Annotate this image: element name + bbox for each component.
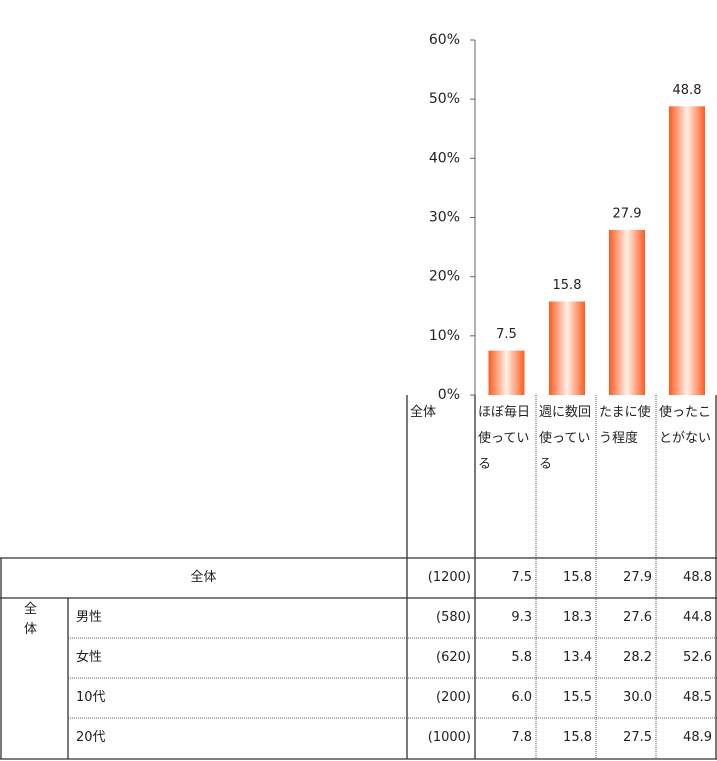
y-tick-label: 50% [429, 91, 460, 107]
sample-size: (1000) [427, 730, 471, 745]
cell-value: 28.2 [623, 650, 652, 665]
cell-value: 15.8 [563, 730, 592, 745]
cell-value: 27.9 [623, 570, 652, 585]
cell-value: 5.8 [511, 650, 532, 665]
cell-value: 48.9 [683, 730, 712, 745]
cell-value: 48.8 [683, 570, 712, 585]
cell-value: 13.4 [563, 650, 592, 665]
column-header: ほぼ毎日使っている [478, 405, 531, 472]
cell-value: 27.6 [623, 610, 652, 625]
y-tick-label: 0% [438, 387, 460, 403]
row-label: 男性 [76, 610, 103, 625]
sample-size: (580) [436, 610, 471, 625]
y-tick-label: 20% [429, 269, 460, 285]
cell-value: 30.0 [623, 690, 652, 705]
column-header: 週に数回使っている [539, 405, 592, 472]
cell-value: 15.8 [563, 570, 592, 585]
group-label: 全体 [24, 602, 38, 637]
cell-value: 52.6 [683, 650, 712, 665]
y-tick-label: 40% [429, 150, 460, 166]
sample-size: (620) [436, 650, 471, 665]
value-label: 15.8 [553, 278, 582, 293]
cell-value: 27.5 [623, 730, 652, 745]
row-label: 女性 [76, 650, 103, 665]
bar [609, 229, 645, 395]
row-label: 20代 [76, 730, 106, 745]
sample-size: (1200) [427, 570, 471, 585]
cell-value: 9.3 [511, 610, 532, 625]
column-header: 全体 [410, 405, 437, 420]
value-label: 7.5 [496, 327, 517, 342]
cell-value: 15.5 [563, 690, 592, 705]
cell-value: 44.8 [683, 610, 712, 625]
row-label: 全体 [190, 570, 217, 585]
cell-value: 6.0 [511, 690, 532, 705]
value-label: 48.8 [673, 83, 702, 98]
cell-value: 7.5 [511, 570, 532, 585]
column-header: たまに使う程度 [599, 405, 651, 446]
bar [669, 106, 705, 396]
column-header: 使ったことがない [659, 405, 712, 446]
y-tick-label: 10% [429, 328, 460, 344]
value-label: 27.9 [613, 206, 642, 221]
bar [488, 350, 525, 395]
y-tick-label: 60% [429, 32, 460, 48]
row-label: 10代 [76, 690, 106, 705]
cell-value: 18.3 [563, 610, 592, 625]
cell-value: 48.5 [683, 690, 712, 705]
cell-value: 7.8 [511, 730, 532, 745]
bar [549, 301, 585, 395]
sample-size: (200) [436, 690, 471, 705]
y-tick-label: 30% [429, 210, 460, 226]
